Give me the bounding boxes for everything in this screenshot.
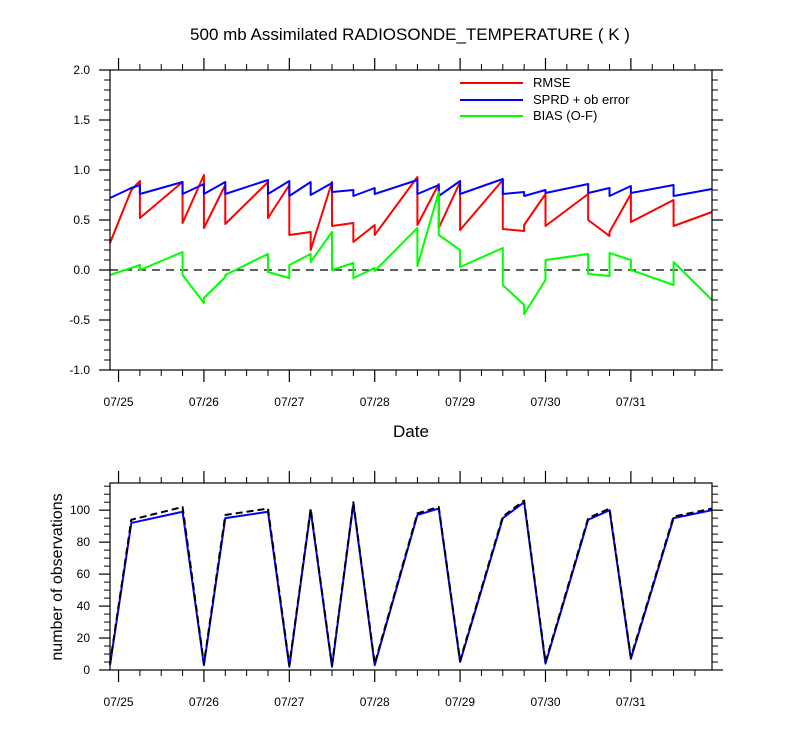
x-tick-label: 07/25 (104, 695, 134, 709)
x-tick-label: 07/29 (445, 695, 475, 709)
legend-label: RMSE (533, 75, 571, 90)
x-axis-title: Date (393, 422, 429, 441)
series-line-rmse (109, 174, 713, 251)
x-tick-label: 07/31 (616, 395, 646, 409)
top-plot-frame (109, 69, 713, 371)
series-line-dashed-1 (109, 499, 713, 667)
bottom-y-tick-labels: 0 20 40 60 80 100 (70, 503, 90, 677)
top-series-group (109, 174, 713, 315)
y-tick-label: 1.0 (73, 163, 90, 177)
y-tick-label: 0.5 (73, 213, 90, 227)
y-tick-label: 80 (77, 535, 91, 549)
y-tick-label: -0.5 (69, 313, 90, 327)
y-tick-label: 60 (77, 567, 91, 581)
bottom-series-group (109, 499, 713, 668)
top-y-tick-labels: -1.0 -0.5 0.0 0.5 1.0 1.5 2.0 (69, 63, 90, 377)
y-tick-label: 2.0 (73, 63, 90, 77)
x-tick-label: 07/26 (189, 695, 219, 709)
y-tick-label: -1.0 (69, 363, 90, 377)
top-x-tick-labels: 07/25 07/26 07/27 07/28 07/29 07/30 07/31 (104, 395, 647, 409)
legend-label: SPRD + ob error (533, 92, 630, 107)
x-tick-label: 07/28 (360, 395, 390, 409)
legend-label: BIAS (O-F) (533, 108, 597, 123)
x-tick-label: 07/30 (530, 695, 560, 709)
y-tick-label: 40 (77, 599, 91, 613)
y-tick-label: 1.5 (73, 113, 90, 127)
x-tick-label: 07/29 (445, 395, 475, 409)
x-tick-label: 07/25 (104, 395, 134, 409)
y-tick-label: 0.0 (73, 263, 90, 277)
x-tick-label: 07/27 (274, 695, 304, 709)
x-tick-label: 07/31 (616, 695, 646, 709)
y-axis-title-observations: number of observations (49, 493, 66, 660)
series-line-bias-o-f- (109, 191, 713, 315)
bottom-axis-ticks (99, 471, 723, 682)
bottom-plot-frame (109, 482, 713, 671)
y-tick-label: 0 (83, 663, 90, 677)
x-tick-label: 07/26 (189, 395, 219, 409)
series-line-sprd-ob-error (109, 178, 713, 199)
y-tick-label: 20 (77, 631, 91, 645)
y-tick-label: 100 (70, 503, 90, 517)
x-tick-label: 07/28 (360, 695, 390, 709)
x-tick-label: 07/27 (274, 395, 304, 409)
top-axis-ticks (99, 58, 723, 382)
top-panel: -1.0-0.50.00.51.01.52.0 07/25 07/26 07/27 0… (69, 58, 723, 441)
chart-title: 500 mb Assimilated RADIOSONDE_TEMPERATUR… (190, 25, 630, 44)
x-tick-label: 07/30 (530, 395, 560, 409)
bottom-x-tick-labels: 07/25 07/26 07/27 07/28 07/29 07/30 07/31 (104, 695, 647, 709)
